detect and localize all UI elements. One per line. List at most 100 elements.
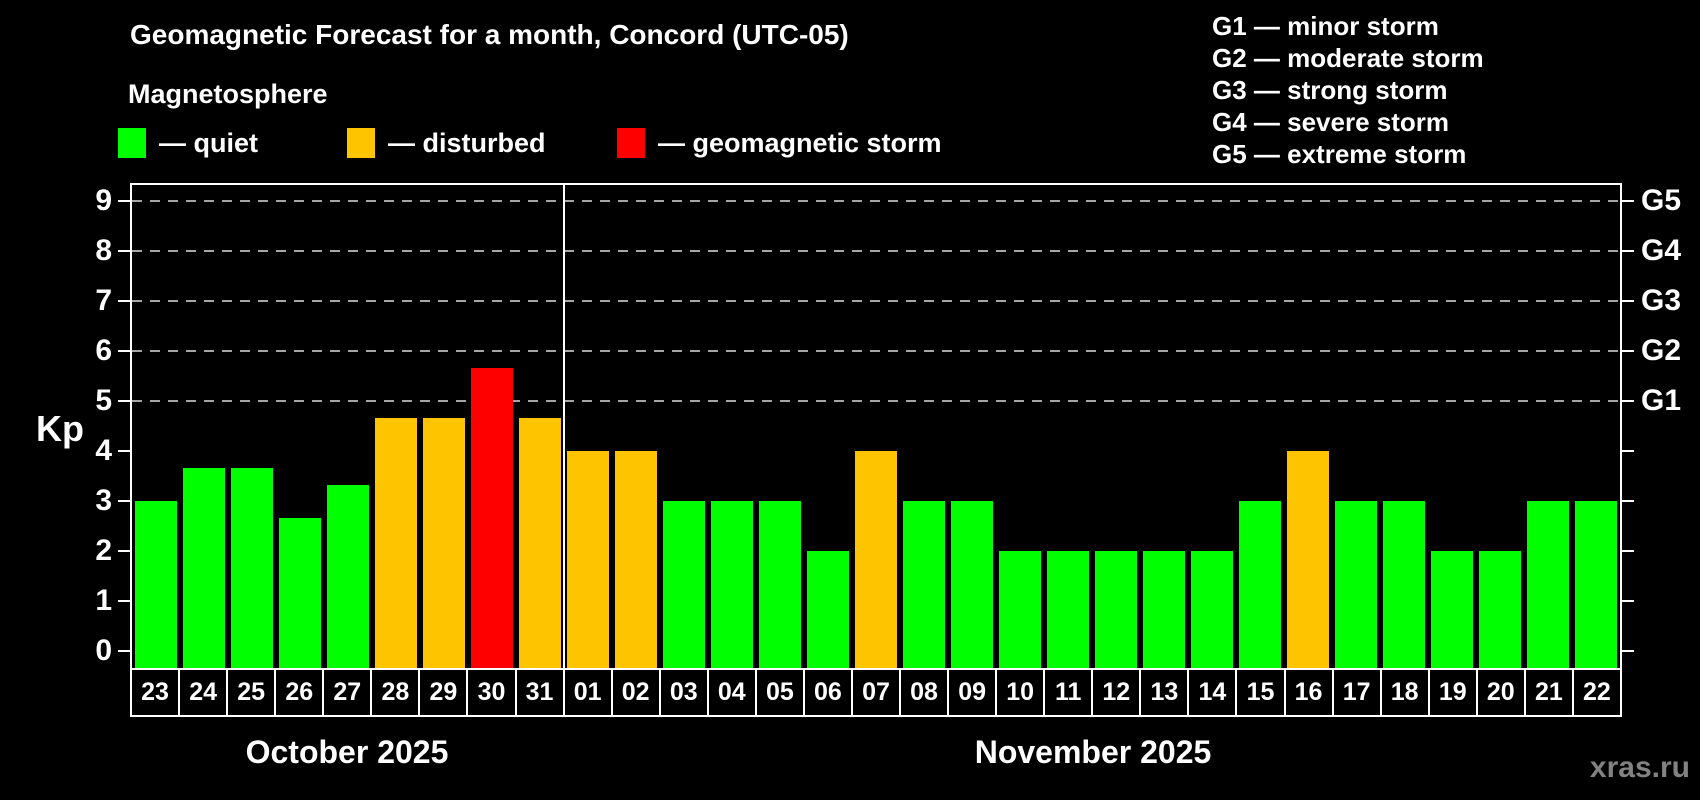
kp-bar-day-03 xyxy=(663,501,705,668)
kp-bar-day-04 xyxy=(711,501,753,668)
kp-forecast-chart xyxy=(130,183,1622,668)
y-axis-tick-right xyxy=(1622,250,1634,252)
kp-bar-day-30 xyxy=(471,367,513,668)
kp-bar-day-26 xyxy=(279,517,321,668)
kp-bar-day-11 xyxy=(1047,551,1089,668)
chart-title: Geomagnetic Forecast for a month, Concor… xyxy=(130,19,849,50)
day-label-29: 29 xyxy=(418,670,466,715)
y-axis-tick-left xyxy=(118,200,130,202)
y-axis-tick-left xyxy=(118,350,130,352)
quiet-legend-label: — quiet xyxy=(159,128,258,158)
day-label-03: 03 xyxy=(658,670,707,715)
day-label-16: 16 xyxy=(1283,670,1332,715)
day-label-18: 18 xyxy=(1379,670,1428,715)
day-label-14: 14 xyxy=(1187,670,1235,715)
day-label-31: 31 xyxy=(514,670,563,715)
g-scale-label-g5: G5 xyxy=(1641,184,1682,217)
y-axis-tick-label: 7 xyxy=(95,284,112,317)
kp-bar-day-19 xyxy=(1431,551,1473,668)
kp-gridline-5 xyxy=(132,400,1620,402)
storm-scale-item-g2: G2 — moderate storm xyxy=(1212,43,1484,73)
y-axis-tick-label: 4 xyxy=(95,434,112,467)
y-axis-tick-right xyxy=(1622,600,1634,602)
day-label-06: 06 xyxy=(802,670,851,715)
storm-scale-item-g3: G3 — strong storm xyxy=(1212,75,1448,105)
day-label-17: 17 xyxy=(1331,670,1380,715)
kp-bar-day-28 xyxy=(375,417,417,668)
day-label-26: 26 xyxy=(274,670,322,715)
g-scale-label-g3: G3 xyxy=(1641,284,1682,317)
day-label-25: 25 xyxy=(226,670,274,715)
month-label-november: November 2025 xyxy=(974,734,1212,770)
day-label-28: 28 xyxy=(370,670,418,715)
legend-item-disturbed: — disturbed xyxy=(347,128,546,158)
day-label-13: 13 xyxy=(1139,670,1187,715)
month-separator-line xyxy=(563,185,565,668)
kp-gridline-9 xyxy=(132,200,1620,202)
kp-bar-day-02 xyxy=(615,451,657,668)
day-label-07: 07 xyxy=(850,670,899,715)
y-axis-tick-right xyxy=(1622,500,1634,502)
storm-scale-item-g1: G1 — minor storm xyxy=(1212,11,1439,41)
kp-bar-day-09 xyxy=(951,501,993,668)
y-axis-tick-left xyxy=(118,650,130,652)
y-axis-tick-label: 9 xyxy=(95,184,112,217)
day-label-10: 10 xyxy=(995,670,1043,715)
kp-bar-day-25 xyxy=(231,467,273,668)
kp-gridline-8 xyxy=(132,250,1620,252)
kp-bar-day-18 xyxy=(1383,501,1425,668)
kp-gridline-7 xyxy=(132,300,1620,302)
day-label-11: 11 xyxy=(1043,670,1091,715)
storm-scale-legend: G1 — minor storm G2 — moderate storm G3 … xyxy=(1212,10,1484,170)
kp-bar-day-07 xyxy=(855,451,897,668)
kp-bar-day-08 xyxy=(903,501,945,668)
kp-bar-day-13 xyxy=(1143,551,1185,668)
day-label-24: 24 xyxy=(178,670,226,715)
y-axis-tick-label: 3 xyxy=(95,484,112,517)
kp-bar-day-10 xyxy=(999,551,1041,668)
y-axis-tick-left xyxy=(118,400,130,402)
y-axis-title: Kp xyxy=(36,408,84,449)
y-axis-tick-right xyxy=(1622,650,1634,652)
y-axis-tick-right xyxy=(1622,550,1634,552)
month-label-october: October 2025 xyxy=(245,734,449,770)
y-axis-tick-label: 0 xyxy=(95,634,112,667)
day-label-09: 09 xyxy=(947,670,995,715)
storm-scale-item-g4: G4 — severe storm xyxy=(1212,107,1450,137)
kp-bar-day-23 xyxy=(135,501,177,668)
day-label-02: 02 xyxy=(610,670,659,715)
day-label-23: 23 xyxy=(141,678,169,706)
quiet-color-swatch xyxy=(118,128,146,158)
day-label-05: 05 xyxy=(754,670,803,715)
kp-bar-day-06 xyxy=(807,551,849,668)
chart-subtitle: Magnetosphere xyxy=(128,79,328,109)
kp-bar-day-16 xyxy=(1287,451,1329,668)
y-axis-tick-label: 1 xyxy=(95,584,112,617)
kp-bar-day-22 xyxy=(1575,501,1617,668)
kp-bar-day-14 xyxy=(1191,551,1233,668)
y-axis-tick-right xyxy=(1622,400,1634,402)
y-axis-tick-label: 2 xyxy=(95,534,112,567)
kp-bar-day-05 xyxy=(759,501,801,668)
y-axis-tick-left xyxy=(118,500,130,502)
day-label-19: 19 xyxy=(1427,670,1476,715)
g-scale-label-g4: G4 xyxy=(1641,234,1682,267)
kp-bar-day-17 xyxy=(1335,501,1377,668)
y-axis-tick-right xyxy=(1622,450,1634,452)
day-label-row: 23 24 25 26 27 28 29 30 31 01 02 03 04 05 06 07 08 09 10 11… xyxy=(130,668,1622,717)
storm-color-swatch xyxy=(617,128,645,158)
kp-bar-day-01 xyxy=(567,451,609,668)
kp-bar-day-12 xyxy=(1095,551,1137,668)
kp-bar-day-20 xyxy=(1479,551,1521,668)
y-axis-tick-left xyxy=(118,550,130,552)
y-axis-tick-label: 6 xyxy=(95,334,112,367)
legend-item-storm: — geomagnetic storm xyxy=(617,128,942,158)
storm-scale-item-g5: G5 — extreme storm xyxy=(1212,139,1467,169)
kp-bar-day-21 xyxy=(1527,501,1569,668)
kp-bar-day-27 xyxy=(327,484,369,668)
day-label-08: 08 xyxy=(899,670,947,715)
day-label-21: 21 xyxy=(1523,670,1572,715)
y-axis-tick-label: 8 xyxy=(95,234,112,267)
kp-bar-day-15 xyxy=(1239,501,1281,668)
